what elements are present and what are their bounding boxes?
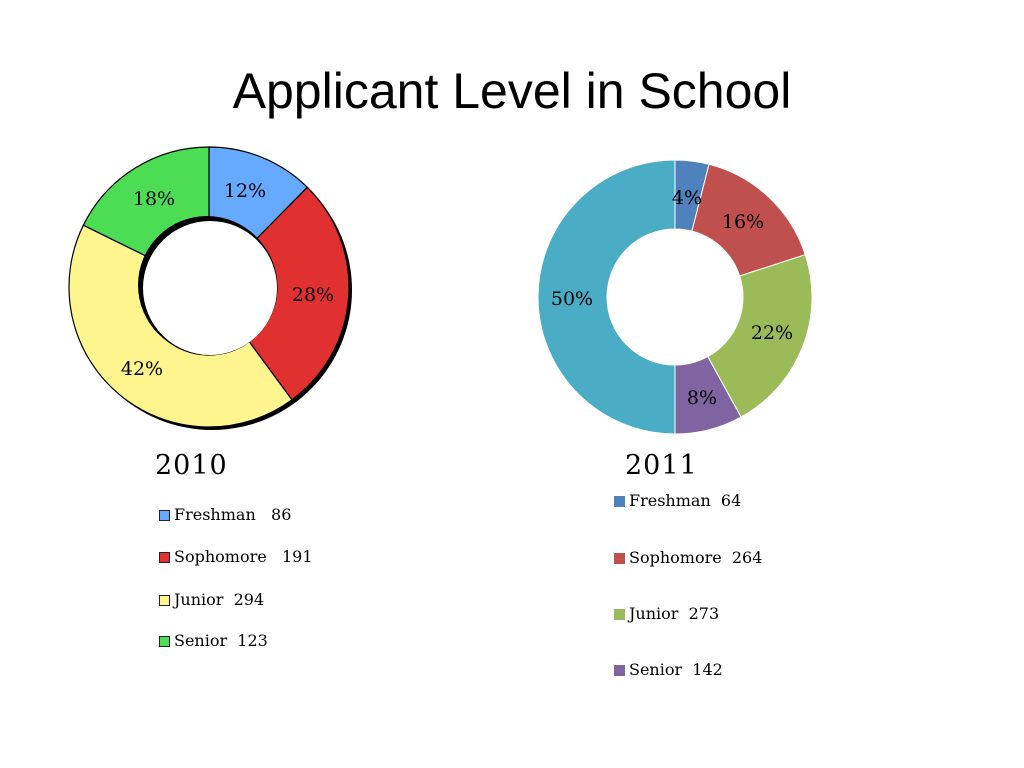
donut-chart-2010: 12% 28% 42% 18% [68, 146, 352, 430]
legend-item-senior: Senior 123 [159, 631, 268, 650]
chart-2011-title: 2011 [625, 450, 698, 481]
legend-label: Freshman 86 [174, 505, 292, 524]
legend-label: Senior 142 [629, 660, 723, 679]
slice-2011-other [537, 159, 676, 435]
legend-label: Junior 273 [629, 604, 720, 623]
legend-swatch [614, 665, 625, 676]
legend-item-sophomore: Sophomore 264 [614, 548, 762, 567]
legend-swatch [614, 496, 625, 507]
legend-swatch [614, 553, 625, 564]
slice-2010-junior [68, 224, 293, 428]
donut-chart-2011: 4% 16% 22% 8% 50% [537, 159, 813, 435]
legend-swatch [159, 636, 170, 647]
legend-swatch [159, 510, 170, 521]
slice-2010-sophomore [248, 186, 350, 401]
data-label-2010-freshman: 12% [224, 180, 266, 202]
data-label-2011-senior: 8% [687, 387, 717, 409]
legend-item-freshman: Freshman 64 [614, 491, 741, 510]
legend-label: Sophomore 264 [629, 548, 763, 567]
legend-label: Sophomore 191 [174, 547, 313, 566]
legend-label: Freshman 64 [629, 491, 742, 510]
slice-2011-junior [707, 254, 813, 418]
legend-swatch [159, 552, 170, 563]
legend-item-freshman: Freshman 86 [159, 505, 291, 524]
legend-item-junior: Junior 273 [614, 604, 719, 623]
data-label-2010-sophomore: 28% [292, 284, 334, 306]
legend-item-junior: Junior 294 [159, 590, 264, 609]
slice-2011-sophomore [691, 163, 806, 277]
legend-swatch [159, 595, 170, 606]
data-label-2011-other: 50% [551, 288, 593, 310]
legend-item-sophomore: Sophomore 191 [159, 547, 313, 566]
legend-item-senior: Senior 142 [614, 660, 723, 679]
legend-label: Junior 294 [174, 590, 265, 609]
chart-2010-title: 2010 [155, 450, 228, 481]
data-label-2011-freshman: 4% [672, 187, 702, 209]
data-label-2011-sophomore: 16% [722, 211, 764, 233]
chart-title: Applicant Level in School [232, 63, 792, 119]
data-label-2010-senior: 18% [133, 188, 175, 210]
data-label-2011-junior: 22% [751, 322, 793, 344]
legend-swatch [614, 609, 625, 620]
donut-hole [143, 221, 277, 355]
legend-label: Senior 123 [174, 631, 268, 650]
data-label-2010-junior: 42% [121, 358, 163, 380]
